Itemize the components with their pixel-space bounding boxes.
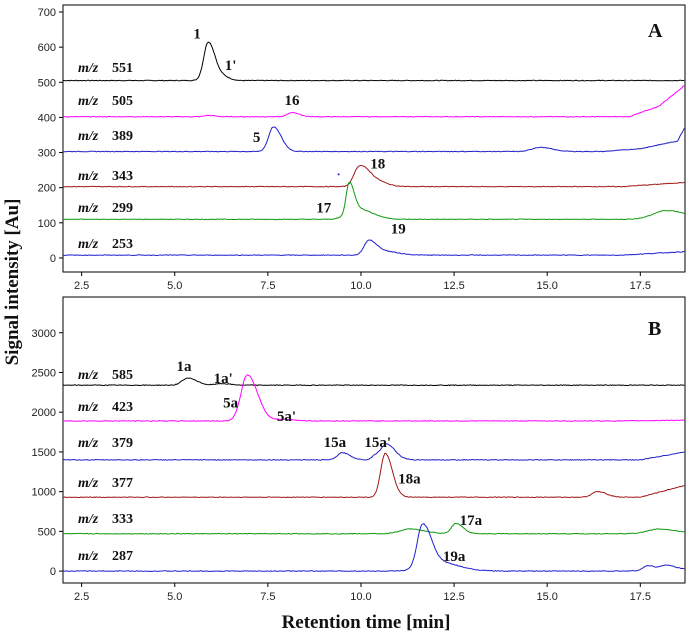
panel-b-label: B [648,318,661,340]
x-tick-label: 17.5 [630,280,651,292]
trace-mz-551 [63,41,685,82]
peak-label: 1a [177,359,193,375]
peak-label: 18 [370,156,385,172]
trace-mass-label: 287 [112,549,133,564]
x-axis-label: Retention time [min] [282,612,451,633]
trace-mz-299 [62,181,685,221]
y-tick-label: 600 [38,42,56,54]
x-tick-label: 7.5 [260,591,275,603]
trace-prefix-label: m/z [78,169,99,184]
trace-prefix-label: m/z [78,129,99,144]
x-tick-label: 7.5 [260,280,275,292]
peak-label: 15a' [364,435,391,451]
trace-mass-label: 377 [112,476,133,491]
y-axis-label: Signal intensity [Au] [2,199,23,366]
trace-prefix-label: m/z [78,94,99,109]
trace-mz-379 [62,443,685,461]
y-tick-label: 700 [38,7,56,19]
peak-label: 16 [285,93,301,109]
trace-mz-585 [62,377,685,387]
x-tick-label: 12.5 [443,591,464,603]
trace-prefix-label: m/z [78,549,99,564]
x-tick-label: 15.0 [536,591,557,603]
peak-label: 1a' [214,371,233,387]
peak-label: 15a [324,435,347,451]
x-tick-label: 10.0 [350,280,371,292]
trace-mass-label: 343 [112,169,133,184]
trace-mass-label: 551 [112,61,133,76]
x-tick-label: 17.5 [630,591,651,603]
peak-label: 5a [223,395,239,411]
trace-mz-389 [62,126,685,153]
peak-label: 19a [443,549,466,565]
y-tick-label: 2000 [32,407,56,419]
y-tick-label: 1500 [32,447,56,459]
trace-prefix-label: m/z [78,512,99,527]
trace-mass-label: 423 [112,400,133,415]
y-tick-label: 200 [38,183,56,195]
trace-prefix-label: m/z [78,436,99,451]
trace-mz-253 [62,239,685,257]
y-tick-label: 3000 [32,328,56,340]
trace-prefix-label: m/z [78,476,99,491]
trace-mass-label: 585 [112,368,133,383]
trace-mz-423 [62,374,685,422]
panel-b-frame [62,296,686,584]
trace-mass-label: 299 [112,201,133,216]
trace-mass-label: 389 [112,129,133,144]
trace-prefix-label: m/z [78,201,99,216]
trace-prefix-label: m/z [78,61,99,76]
y-tick-label: 300 [38,148,56,160]
trace-mz-505 [62,85,685,118]
y-tick-label: 2500 [32,367,56,379]
peak-label: 1 [193,26,201,42]
stray-dot [337,173,340,176]
x-tick-label: 5.0 [167,591,182,603]
trace-mz-287 [63,523,685,572]
x-tick-label: 2.5 [74,280,89,292]
trace-prefix-label: m/z [78,237,99,252]
y-tick-label: 500 [38,526,56,538]
trace-prefix-label: m/z [78,400,99,415]
x-tick-label: 10.0 [350,591,371,603]
y-tick-label: 0 [50,253,56,265]
panel-b: B 0 500 1000 1500 2000 2500 3000 2.5 5.0 7.5 10.0… [32,296,686,603]
trace-mz-377 [63,452,685,499]
y-tick-label: 500 [38,77,56,89]
trace-prefix-label: m/z [78,368,99,383]
y-tick-label: 100 [38,218,56,230]
trace-mz-333 [62,522,685,535]
peak-label: 5 [253,130,261,146]
peak-label: 17a [460,513,483,529]
peak-label: 1' [225,58,237,74]
y-tick-label: 0 [50,566,56,578]
trace-mz-343 [62,165,685,188]
x-tick-label: 12.5 [443,280,464,292]
x-tick-label: 5.0 [167,280,182,292]
trace-mass-label: 379 [112,436,133,451]
y-tick-label: 400 [38,112,56,124]
trace-mass-label: 253 [112,237,133,252]
x-tick-label: 15.0 [536,280,557,292]
panel-a-frame [62,4,686,273]
peak-label: 17 [316,200,332,216]
peak-label: 18a [398,472,421,488]
y-tick-label: 1000 [32,487,56,499]
panel-a-label: A [648,20,663,42]
trace-mass-label: 505 [112,94,133,109]
trace-mass-label: 333 [112,512,133,527]
x-tick-label: 2.5 [74,591,89,603]
peak-label: 19 [391,221,406,237]
peak-label: 5a' [277,409,296,425]
